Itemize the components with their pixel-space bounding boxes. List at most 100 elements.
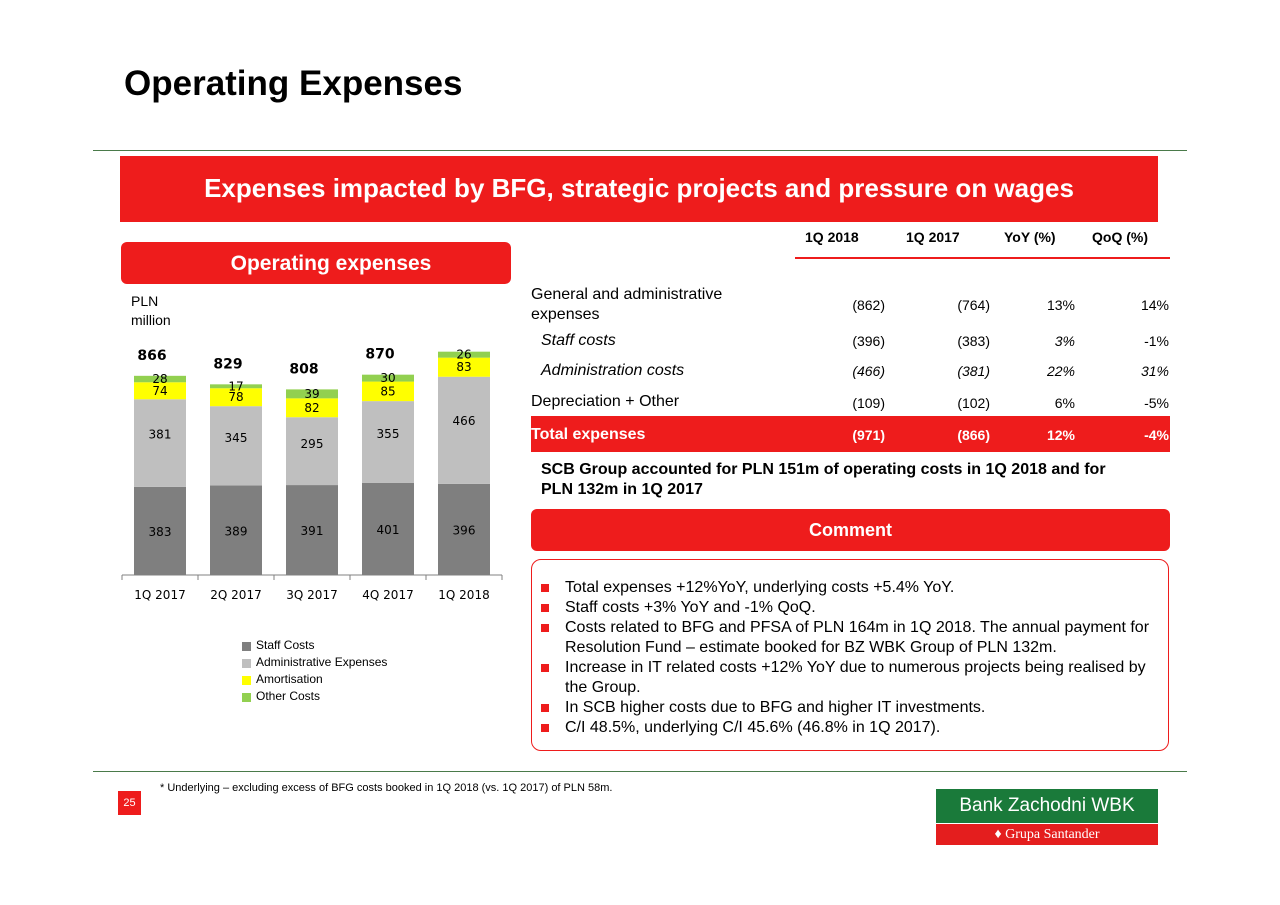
data-label: 391	[301, 524, 324, 538]
table-cell: 22%	[1046, 363, 1075, 379]
scb-note: SCB Group accounted for PLN 151m of oper…	[541, 461, 1106, 498]
bar-segment	[362, 482, 414, 575]
bullet-item: Costs related to BFG and PFSA of PLN 164…	[541, 618, 1161, 658]
col-header-1q2018: 1Q 2018	[805, 229, 859, 245]
category-label: 2Q 2017	[210, 588, 261, 602]
table-cell: (383)	[957, 333, 990, 349]
bar-segment	[134, 382, 186, 400]
table-cell: 14%	[1140, 297, 1169, 313]
table-cell: 31%	[1140, 363, 1169, 379]
bar-segment	[210, 406, 262, 486]
bar-segment	[286, 398, 338, 418]
bar-segment	[286, 485, 338, 575]
comment-bullets: Total expenses +12%YoY, underlying costs…	[541, 578, 1161, 738]
col-header-yoy: YoY (%)	[1004, 229, 1056, 245]
bullet-item: Staff costs +3% YoY and -1% QoQ.	[541, 598, 1161, 618]
data-label: 74	[152, 384, 167, 398]
legend-label: Other Costs	[256, 689, 321, 703]
comment-header	[531, 509, 1170, 551]
data-label: 30	[380, 371, 395, 385]
bullet-item: Increase in IT related costs +12% YoY du…	[541, 658, 1161, 698]
data-label: 85	[380, 384, 395, 398]
legend-swatch	[242, 693, 251, 702]
bar-segment	[286, 417, 338, 486]
table-cell: -1%	[1144, 333, 1169, 349]
page-number: 25	[118, 791, 141, 815]
data-label: 26	[456, 348, 471, 362]
table-cell: 3%	[1054, 333, 1075, 349]
data-label: 355	[377, 427, 400, 441]
logo-bank-name: Bank Zachodni WBK	[936, 789, 1158, 823]
table-cell: (466)	[852, 363, 885, 379]
bar-segment	[438, 357, 490, 377]
legend-swatch	[242, 676, 251, 685]
bar-segment	[438, 376, 490, 484]
chart-header	[121, 242, 511, 284]
table-cell: 12%	[1046, 427, 1075, 443]
legend-label: Staff Costs	[256, 638, 315, 652]
total-label: 870	[365, 347, 394, 363]
category-label: 1Q 2018	[438, 588, 489, 602]
comment-header-label: Comment	[808, 520, 892, 540]
bar-segment	[362, 381, 414, 402]
legend-swatch	[242, 642, 251, 651]
data-label: 39	[304, 387, 319, 401]
bottom-divider	[93, 771, 1187, 772]
bullet-square-icon	[541, 604, 549, 612]
data-label: 396	[453, 523, 476, 537]
data-label: 381	[149, 428, 172, 442]
data-label: 17	[228, 379, 243, 393]
bullet-item: Total expenses +12%YoY, underlying costs…	[541, 578, 1161, 598]
bar-segment	[362, 401, 414, 483]
bar-segment	[210, 388, 262, 407]
legend-label: Administrative Expenses	[256, 655, 388, 669]
bullet-item: C/I 48.5%, underlying C/I 45.6% (46.8% i…	[541, 718, 1161, 738]
legend-label: Amortisation	[256, 672, 323, 686]
bar-segment	[438, 483, 490, 575]
total-label: 808	[289, 361, 318, 377]
bar-segment	[210, 384, 262, 389]
footnote: * Underlying – excluding excess of BFG c…	[160, 782, 613, 794]
data-label: 83	[456, 360, 471, 374]
comment-box	[531, 559, 1169, 751]
table-cell: (866)	[957, 427, 990, 443]
bullet-square-icon	[541, 724, 549, 732]
headline-text: Expenses impacted by BFG, strategic proj…	[204, 173, 1074, 203]
table-cell: -5%	[1144, 395, 1169, 411]
data-label: 345	[225, 431, 248, 445]
data-label: 466	[453, 414, 476, 428]
table-cell: -4%	[1144, 427, 1169, 443]
table-header-rule	[795, 257, 1170, 259]
bullet-square-icon	[541, 584, 549, 592]
category-label: 1Q 2017	[134, 588, 185, 602]
data-label: 295	[301, 437, 324, 451]
row-label-staff-costs: Staff costs	[541, 332, 616, 349]
col-header-1q2017: 1Q 2017	[906, 229, 960, 245]
total-label: 829	[213, 356, 242, 372]
table-cell: 13%	[1046, 297, 1075, 313]
category-label: 3Q 2017	[286, 588, 337, 602]
table-cell: (102)	[957, 395, 990, 411]
table-cell: (109)	[852, 395, 885, 411]
bullet-item: In SCB higher costs due to BFG and highe…	[541, 698, 1161, 718]
table-cell: (396)	[852, 333, 885, 349]
row-label-total: Total expenses	[531, 426, 646, 443]
table-cell: (381)	[957, 363, 990, 379]
table-cell: (971)	[852, 427, 885, 443]
bullet-square-icon	[541, 664, 549, 672]
table-cell: (862)	[852, 297, 885, 313]
total-row-bar	[531, 416, 1170, 452]
logo-group-name: ♦ Grupa Santander	[936, 824, 1158, 845]
bar-segment	[210, 485, 262, 575]
row-label-admin-costs: Administration costs	[541, 362, 685, 379]
chart-unit-label: PLN million	[131, 293, 171, 328]
data-label: 389	[225, 524, 248, 538]
table-cell: 6%	[1054, 395, 1075, 411]
col-header-qoq: QoQ (%)	[1092, 229, 1148, 245]
bar-segment	[134, 486, 186, 575]
legend-swatch	[242, 659, 251, 668]
row-label-depreciation: Depreciation + Other	[531, 393, 680, 410]
category-label: 4Q 2017	[362, 588, 413, 602]
table-cell: (764)	[957, 297, 990, 313]
